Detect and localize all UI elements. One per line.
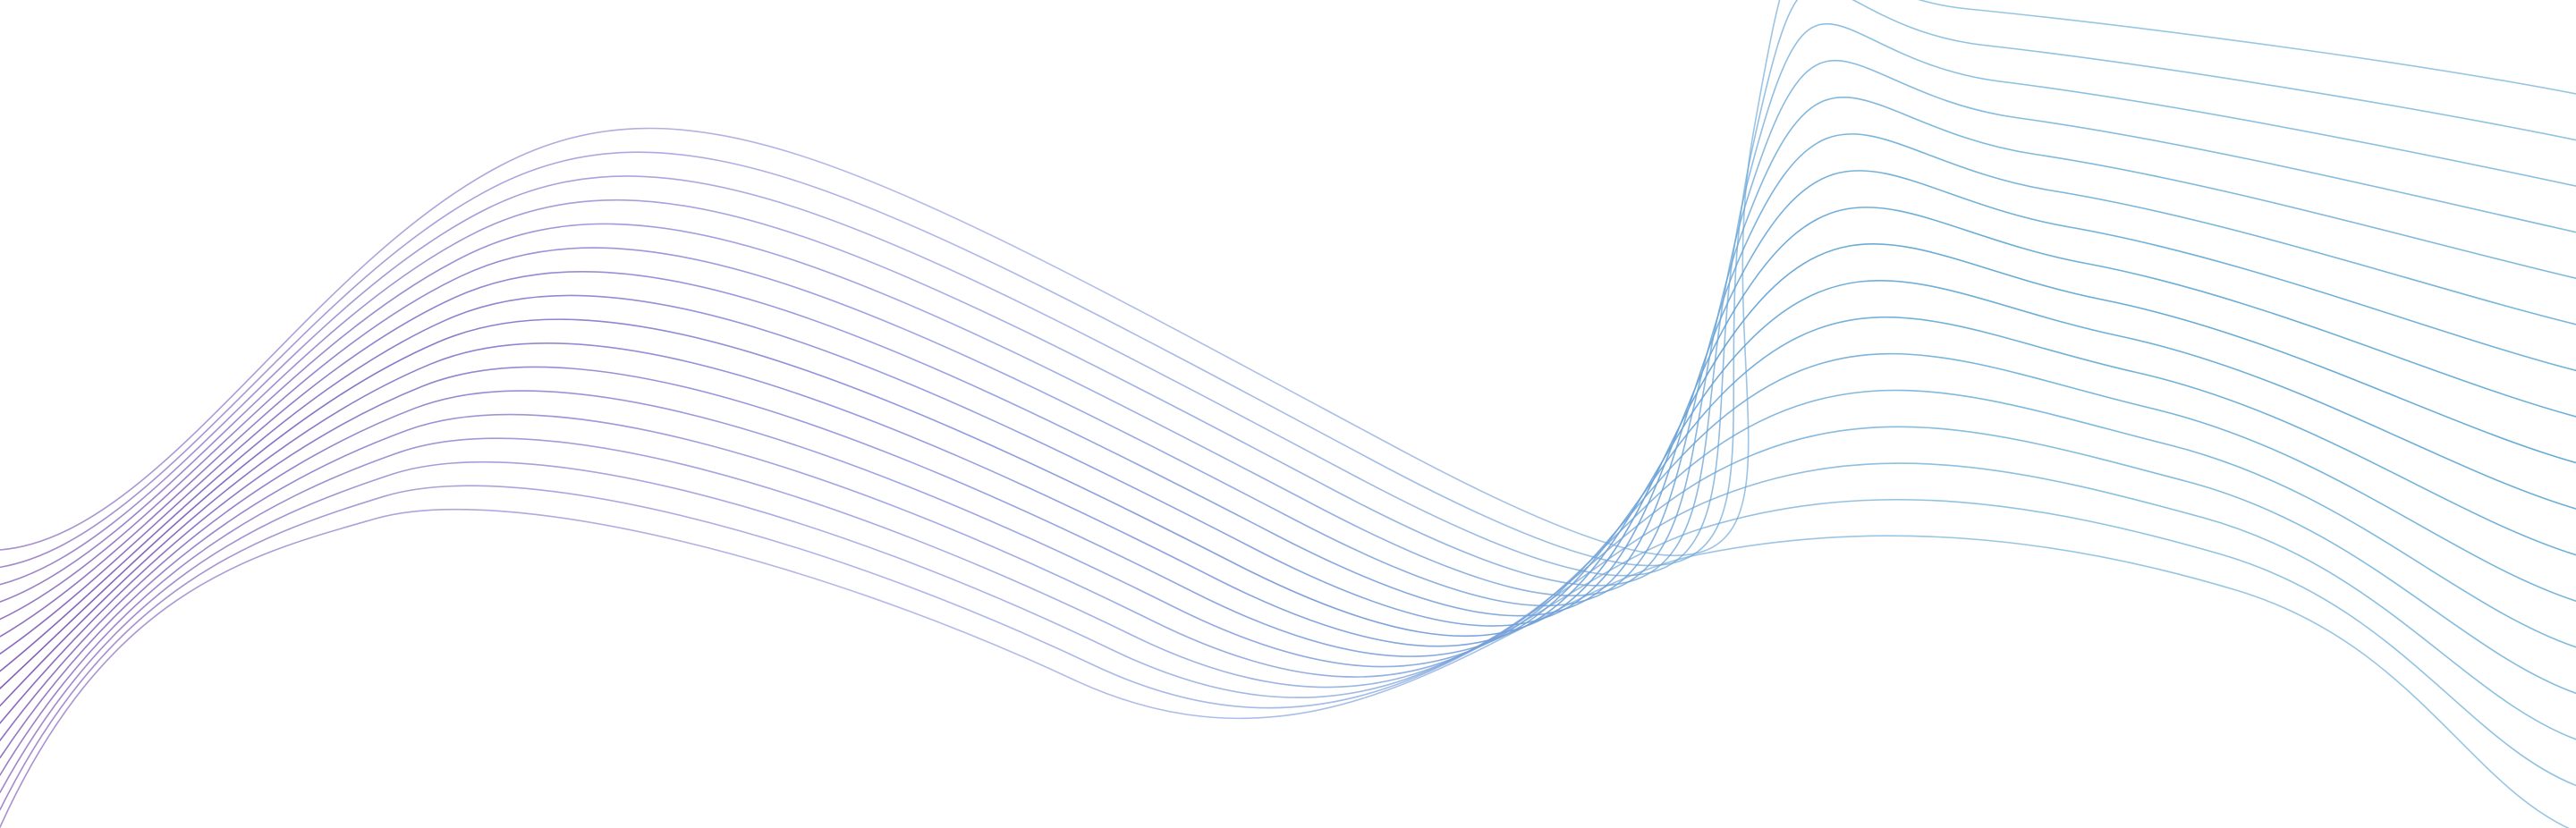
wave-line (0, 354, 2576, 741)
wave-line (0, 171, 2576, 654)
wave-line (0, 391, 2576, 758)
wave-line (0, 61, 2576, 602)
wave-line (0, 462, 2576, 793)
wave-line (0, 281, 2576, 706)
wave-line (0, 427, 2576, 775)
wave-line (0, 510, 2576, 828)
wave-line (0, 486, 2576, 809)
wave-line (0, 207, 2576, 672)
wave-line (0, 317, 2576, 723)
wave-line (0, 0, 2576, 555)
